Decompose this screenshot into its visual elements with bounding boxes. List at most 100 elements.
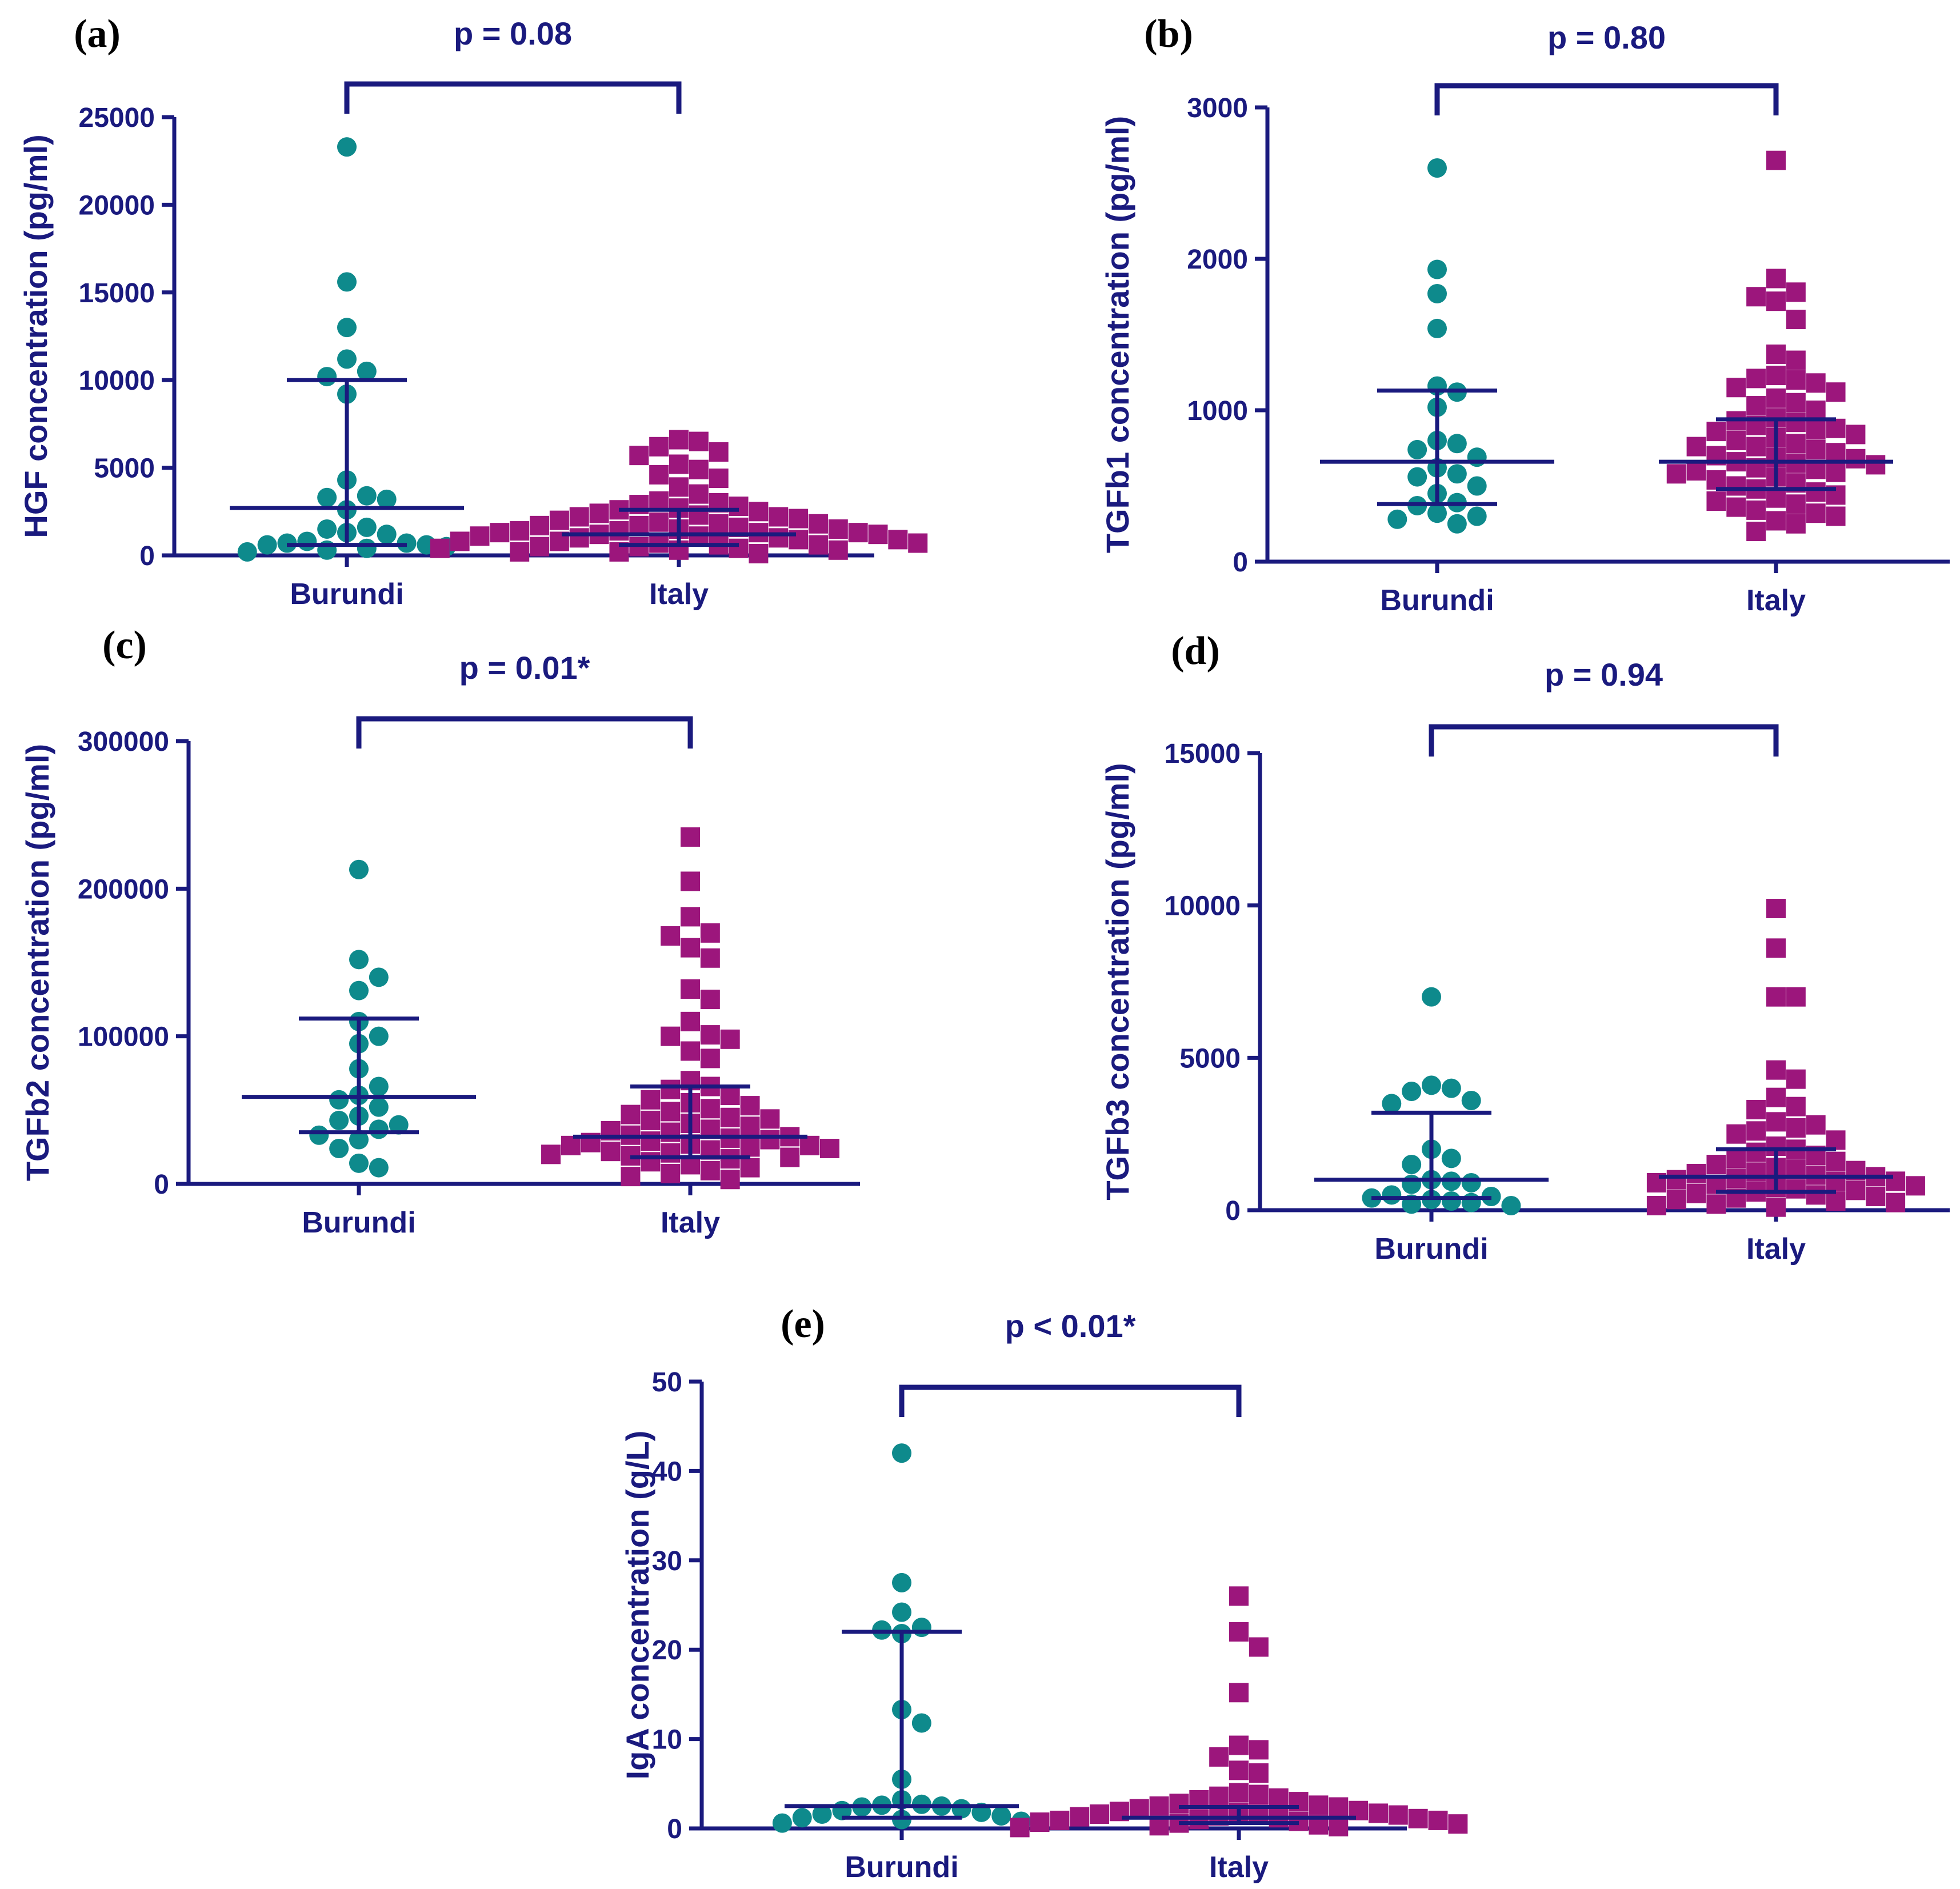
significance-bracket (344, 81, 682, 114)
data-point-italy (641, 1131, 661, 1151)
data-point-italy (1766, 269, 1786, 289)
data-point-italy (1368, 1803, 1388, 1823)
data-point-burundi (1422, 1075, 1441, 1095)
data-point-italy (661, 1122, 681, 1142)
data-point-burundi (377, 489, 397, 509)
data-point-italy (1886, 1171, 1906, 1191)
data-point-italy (1826, 1151, 1846, 1171)
data-point-italy (1826, 506, 1846, 526)
data-point-italy (1070, 1807, 1090, 1827)
data-point-burundi (1407, 439, 1427, 459)
data-point-italy (1249, 1763, 1269, 1783)
data-point-italy (1249, 1740, 1269, 1760)
data-point-burundi (1427, 503, 1447, 523)
data-point-burundi (1467, 476, 1487, 496)
data-point-italy (1826, 1191, 1846, 1211)
data-point-italy (800, 1135, 820, 1155)
data-point-italy (1329, 1816, 1349, 1836)
data-point-italy (1766, 291, 1786, 311)
x-tick-label: Italy (649, 578, 709, 611)
data-point-italy (760, 1130, 780, 1150)
data-point-italy (1726, 476, 1746, 496)
data-point-burundi (357, 538, 377, 558)
data-point-italy (661, 1163, 681, 1183)
data-point-italy (1686, 1164, 1706, 1183)
data-point-italy (681, 1011, 700, 1031)
p-value-label: p = 0.80 (1547, 19, 1666, 55)
p-value-label: p < 0.01* (1005, 1308, 1136, 1344)
x-tick-label: Italy (661, 1206, 720, 1239)
y-tick-label: 300000 (78, 727, 169, 757)
data-point-italy (1090, 1804, 1110, 1824)
data-point-italy (1786, 350, 1806, 370)
panel-label: (c) (102, 623, 147, 667)
data-point-italy (1229, 1586, 1249, 1606)
data-point-burundi (369, 1119, 389, 1139)
data-point-italy (1786, 434, 1806, 454)
y-tick-label: 5000 (1179, 1043, 1241, 1074)
data-point-burundi (911, 1713, 931, 1733)
data-point-italy (1706, 422, 1726, 442)
data-point-italy (641, 1090, 661, 1110)
y-tick-label: 50 (652, 1367, 682, 1398)
data-point-italy (908, 533, 928, 553)
data-point-italy (1766, 344, 1786, 364)
data-point-italy (681, 1041, 700, 1061)
data-point-italy (681, 871, 700, 891)
data-point-burundi (792, 1808, 812, 1828)
data-point-italy (1766, 1112, 1786, 1132)
data-point-italy (1706, 1194, 1726, 1214)
data-point-italy (530, 515, 550, 535)
data-point-burundi (317, 519, 337, 539)
x-tick-label: Italy (1209, 1851, 1269, 1884)
data-point-burundi (1422, 987, 1441, 1007)
data-point-italy (430, 538, 450, 558)
data-point-italy (669, 477, 689, 497)
data-point-italy (1726, 431, 1746, 450)
data-point-burundi (1461, 1091, 1481, 1110)
data-point-italy (1826, 462, 1846, 482)
data-point-italy (689, 484, 709, 504)
data-point-italy (1746, 500, 1766, 520)
data-point-italy (1686, 1183, 1706, 1203)
data-point-burundi (369, 1076, 389, 1096)
data-point-italy (1746, 1142, 1766, 1162)
data-point-italy (1826, 382, 1846, 402)
data-point-italy (1746, 1100, 1766, 1119)
data-point-italy (1249, 1784, 1269, 1804)
data-point-italy (1806, 482, 1826, 502)
data-point-burundi (1427, 283, 1447, 303)
data-point-italy (1746, 522, 1766, 541)
data-point-italy (1706, 470, 1726, 490)
data-point-italy (700, 1099, 720, 1119)
data-point-italy (1806, 373, 1826, 393)
data-point-italy (1866, 1187, 1886, 1206)
y-tick-label: 15000 (79, 278, 155, 309)
data-point-italy (1388, 1805, 1408, 1825)
x-tick-label: Burundi (1374, 1232, 1488, 1266)
data-point-italy (709, 469, 729, 489)
data-point-italy (621, 1167, 641, 1187)
data-point-italy (1766, 1087, 1786, 1107)
data-point-italy (1646, 1196, 1666, 1215)
data-point-italy (1706, 1155, 1726, 1174)
data-point-burundi (369, 967, 389, 987)
data-point-italy (819, 1139, 839, 1158)
data-point-burundi (377, 525, 397, 545)
data-point-burundi (337, 137, 357, 157)
data-point-burundi (1427, 318, 1447, 338)
data-point-italy (1786, 370, 1806, 390)
data-point-italy (641, 1110, 661, 1130)
data-point-italy (1010, 1818, 1030, 1838)
data-point-burundi (357, 486, 377, 506)
data-point-italy (1806, 503, 1826, 523)
data-point-italy (1726, 1148, 1746, 1168)
data-point-burundi (1402, 1082, 1422, 1101)
data-point-italy (1666, 1190, 1686, 1210)
data-point-italy (1826, 1130, 1846, 1150)
data-point-italy (1746, 1162, 1766, 1182)
data-point-italy (1806, 1115, 1826, 1135)
data-point-burundi (369, 1097, 389, 1117)
x-tick-label: Burundi (845, 1851, 958, 1884)
y-tick-label: 10000 (79, 366, 155, 396)
